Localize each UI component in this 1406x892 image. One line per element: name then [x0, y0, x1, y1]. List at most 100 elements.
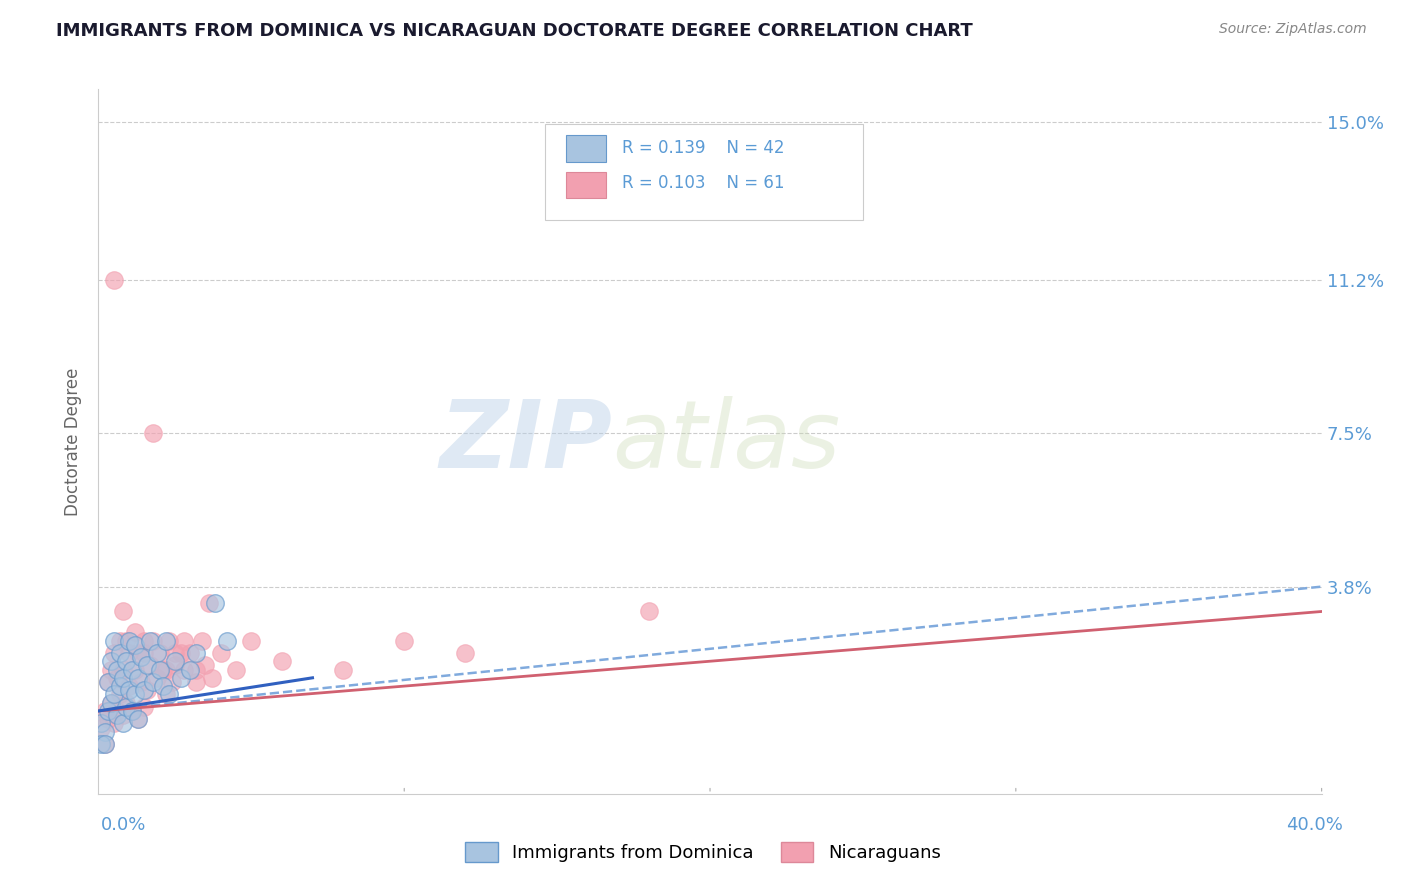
- Point: [105, 708, 128, 723]
- Point: [136, 683, 159, 698]
- Point: [127, 671, 149, 685]
- Point: [115, 699, 138, 714]
- Text: ZIP: ZIP: [439, 395, 612, 488]
- Text: 40.0%: 40.0%: [1286, 816, 1343, 834]
- Text: atlas: atlas: [612, 396, 841, 487]
- Point: [108, 646, 131, 660]
- Point: [134, 699, 156, 714]
- Point: [392, 633, 416, 648]
- Point: [134, 683, 156, 698]
- Point: [127, 646, 149, 660]
- Point: [111, 663, 134, 677]
- FancyBboxPatch shape: [546, 124, 863, 219]
- Point: [121, 663, 143, 677]
- Point: [332, 663, 354, 677]
- Point: [93, 704, 115, 718]
- Point: [124, 663, 146, 677]
- Point: [160, 675, 183, 690]
- Point: [209, 646, 232, 660]
- Point: [103, 687, 125, 701]
- Point: [111, 708, 134, 723]
- Point: [90, 737, 112, 751]
- Point: [111, 671, 134, 685]
- Y-axis label: Doctorate Degree: Doctorate Degree: [65, 368, 83, 516]
- Point: [454, 646, 477, 660]
- Point: [97, 712, 120, 726]
- Point: [152, 679, 174, 693]
- Point: [115, 696, 138, 710]
- Point: [134, 646, 156, 660]
- Point: [103, 646, 125, 660]
- Text: R = 0.139    N = 42: R = 0.139 N = 42: [621, 138, 785, 157]
- Point: [149, 663, 172, 677]
- Point: [118, 633, 141, 648]
- Point: [270, 654, 292, 668]
- Point: [155, 687, 177, 701]
- Legend: Immigrants from Dominica, Nicaraguans: Immigrants from Dominica, Nicaraguans: [458, 834, 948, 870]
- Point: [108, 633, 131, 648]
- Point: [149, 646, 172, 660]
- Point: [118, 646, 141, 660]
- Text: 0.0%: 0.0%: [101, 816, 146, 834]
- Point: [145, 671, 167, 685]
- Point: [103, 716, 125, 731]
- Point: [100, 654, 122, 668]
- Point: [111, 605, 134, 619]
- Point: [124, 687, 146, 701]
- Text: IMMIGRANTS FROM DOMINICA VS NICARAGUAN DOCTORATE DEGREE CORRELATION CHART: IMMIGRANTS FROM DOMINICA VS NICARAGUAN D…: [56, 22, 973, 40]
- Point: [155, 633, 177, 648]
- Point: [225, 663, 247, 677]
- Point: [97, 704, 120, 718]
- Point: [145, 646, 167, 660]
- Point: [152, 663, 174, 677]
- Point: [142, 633, 165, 648]
- Point: [105, 671, 128, 685]
- Text: Source: ZipAtlas.com: Source: ZipAtlas.com: [1219, 22, 1367, 37]
- Point: [139, 633, 162, 648]
- Point: [157, 633, 180, 648]
- Point: [108, 679, 131, 693]
- Point: [93, 724, 115, 739]
- Point: [127, 712, 149, 726]
- Point: [163, 646, 186, 660]
- Point: [115, 654, 138, 668]
- Text: R = 0.103    N = 61: R = 0.103 N = 61: [621, 174, 785, 192]
- Point: [129, 675, 152, 690]
- Point: [90, 721, 112, 735]
- Point: [97, 675, 120, 690]
- Point: [100, 696, 122, 710]
- Point: [197, 596, 219, 610]
- Point: [111, 716, 134, 731]
- Point: [105, 704, 128, 718]
- Point: [134, 633, 156, 648]
- Point: [179, 646, 201, 660]
- Point: [170, 671, 193, 685]
- Point: [108, 687, 131, 701]
- Point: [191, 633, 214, 648]
- Point: [97, 675, 120, 690]
- Point: [103, 633, 125, 648]
- Point: [215, 633, 238, 648]
- Point: [637, 605, 661, 619]
- Point: [124, 625, 146, 640]
- Point: [173, 633, 195, 648]
- Point: [118, 683, 141, 698]
- Point: [194, 658, 217, 673]
- Point: [163, 654, 186, 668]
- Point: [90, 716, 112, 731]
- Point: [240, 633, 263, 648]
- Point: [142, 426, 165, 441]
- Point: [186, 675, 208, 690]
- FancyBboxPatch shape: [565, 135, 606, 161]
- Point: [155, 663, 177, 677]
- Point: [136, 658, 159, 673]
- Point: [179, 663, 201, 677]
- FancyBboxPatch shape: [565, 171, 606, 198]
- Point: [163, 658, 186, 673]
- Point: [127, 712, 149, 726]
- Point: [93, 737, 115, 751]
- Point: [186, 646, 208, 660]
- Point: [204, 596, 226, 610]
- Point: [115, 633, 138, 648]
- Point: [139, 658, 162, 673]
